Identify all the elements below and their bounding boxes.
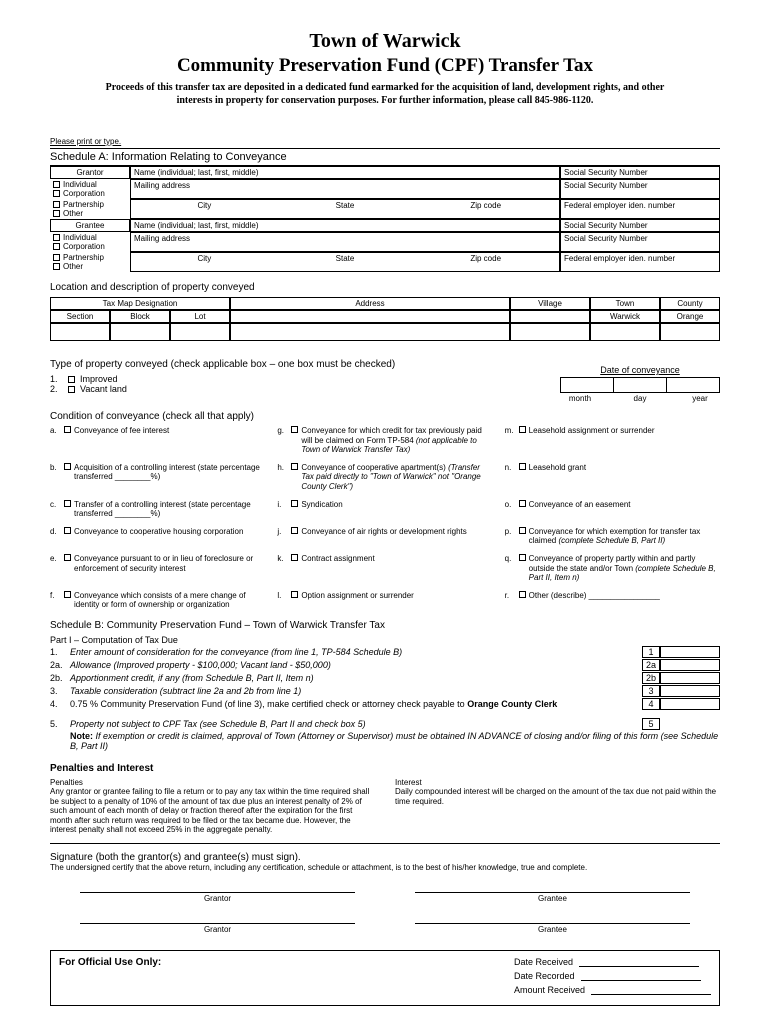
grantor-label: Grantor <box>50 166 130 179</box>
cond-title: Condition of conveyance (check all that … <box>50 411 720 422</box>
cond-n-cb[interactable] <box>519 463 526 470</box>
cond-f-cb[interactable] <box>64 591 71 598</box>
title-1: Town of Warwick <box>50 30 720 53</box>
vacant-cb[interactable] <box>68 386 75 393</box>
line3-field[interactable] <box>660 685 720 697</box>
grantor-mail-field[interactable]: Mailing address <box>130 179 560 199</box>
grantor-corp-label: Corporation <box>63 189 105 198</box>
cond-q-cb[interactable] <box>519 554 526 561</box>
grantor-individual-label: Individual <box>63 180 97 189</box>
grantor-sig-2[interactable]: Grantor <box>80 923 355 934</box>
date-conveyance-label: Date of conveyance <box>560 365 720 375</box>
date-received-field[interactable] <box>579 966 699 967</box>
village-field[interactable] <box>510 310 590 323</box>
grantor-ssn-2[interactable]: Social Security Number <box>560 179 720 199</box>
line2b-field[interactable] <box>660 672 720 684</box>
title-2: Community Preservation Fund (CPF) Transf… <box>50 55 720 77</box>
grantee-fein[interactable]: Federal employer iden. number <box>560 252 720 272</box>
cond-d-cb[interactable] <box>64 527 71 534</box>
block-field[interactable] <box>110 323 170 341</box>
grantor-individual-cb[interactable] <box>53 181 60 188</box>
grantor-partner-cb[interactable] <box>53 201 60 208</box>
grantee-partner-cb[interactable] <box>53 254 60 261</box>
grantor-city-row[interactable]: City State Zip code <box>130 199 560 219</box>
grantee-individual-cb[interactable] <box>53 234 60 241</box>
cond-r-cb[interactable] <box>519 591 526 598</box>
cond-p-cb[interactable] <box>519 527 526 534</box>
grantee-city-row[interactable]: City State Zip code <box>130 252 560 272</box>
grantor-fein[interactable]: Federal employer iden. number <box>560 199 720 219</box>
grantor-name-field[interactable]: Name (individual; last, first, middle) <box>130 166 560 179</box>
grantee-label: Grantee <box>50 219 130 232</box>
county-field: Orange <box>660 310 720 323</box>
grantee-other-cb[interactable] <box>53 263 60 270</box>
grantor-sig-1[interactable]: Grantor <box>80 892 355 903</box>
line4-field[interactable] <box>660 698 720 710</box>
pen-title: Penalties and Interest <box>50 763 720 774</box>
cond-o-cb[interactable] <box>519 500 526 507</box>
block-label: Block <box>110 310 170 323</box>
city-label: City <box>134 201 275 217</box>
town-label: Town <box>590 297 660 310</box>
cond-h-cb[interactable] <box>291 463 298 470</box>
cond-g-cb[interactable] <box>291 426 298 433</box>
cond-k-cb[interactable] <box>291 554 298 561</box>
grantor-other-label: Other <box>63 209 83 218</box>
state-label: State <box>275 201 416 217</box>
instructions: Please print or type. <box>50 137 720 146</box>
month-field[interactable] <box>561 378 614 392</box>
location-title: Location and description of property con… <box>50 282 720 293</box>
grantor-corp-cb[interactable] <box>53 190 60 197</box>
line2a-field[interactable] <box>660 659 720 671</box>
cond-i-cb[interactable] <box>291 500 298 507</box>
official-use-box: For Official Use Only: Date Received Dat… <box>50 950 720 1006</box>
interest-text: Daily compounded interest will be charge… <box>395 787 720 806</box>
grantee-ssn-2[interactable]: Social Security Number <box>560 232 720 252</box>
grantee-name-field[interactable]: Name (individual; last, first, middle) <box>130 219 560 232</box>
schedule-a-title: Schedule A: Information Relating to Conv… <box>50 148 720 166</box>
sig-sub: The undersigned certify that the above r… <box>50 863 720 872</box>
schedule-b-title: Schedule B: Community Preservation Fund … <box>50 620 720 631</box>
amount-received-field[interactable] <box>591 994 711 995</box>
proptype-title: Type of property conveyed (check applica… <box>50 359 560 370</box>
grantor-other-cb[interactable] <box>53 210 60 217</box>
zip-label: Zip code <box>415 201 556 217</box>
cond-e-cb[interactable] <box>64 554 71 561</box>
lot-field[interactable] <box>170 323 230 341</box>
county-label: County <box>660 297 720 310</box>
address-label: Address <box>230 297 510 310</box>
grantor-ssn-1[interactable]: Social Security Number <box>560 166 720 179</box>
cond-b-cb[interactable] <box>64 463 71 470</box>
grantor-partner-label: Partnership <box>63 200 104 209</box>
lot-label: Lot <box>170 310 230 323</box>
sig-title: Signature (both the grantor(s) and grant… <box>50 852 720 863</box>
subtitle: Proceeds of this transfer tax are deposi… <box>90 81 680 107</box>
cond-l-cb[interactable] <box>291 591 298 598</box>
penalties-head: Penalties <box>50 778 375 787</box>
penalties-text: Any grantor or grantee failing to file a… <box>50 787 375 835</box>
grantee-mail-field[interactable]: Mailing address <box>130 232 560 252</box>
line5-cb[interactable]: 5 <box>642 718 660 730</box>
cond-c-cb[interactable] <box>64 500 71 507</box>
interest-head: Interest <box>395 778 720 787</box>
grantee-corp-cb[interactable] <box>53 243 60 250</box>
grantee-ssn-1[interactable]: Social Security Number <box>560 219 720 232</box>
cond-m-cb[interactable] <box>519 426 526 433</box>
taxmap-label: Tax Map Designation <box>50 297 230 310</box>
cond-j-cb[interactable] <box>291 527 298 534</box>
line1-field[interactable] <box>660 646 720 658</box>
day-field[interactable] <box>614 378 667 392</box>
section-field[interactable] <box>50 323 110 341</box>
cond-a-cb[interactable] <box>64 426 71 433</box>
improved-cb[interactable] <box>68 376 75 383</box>
address-field[interactable] <box>230 310 510 323</box>
part1-title: Part I – Computation of Tax Due <box>50 635 720 645</box>
village-label: Village <box>510 297 590 310</box>
grantee-sig-1[interactable]: Grantee <box>415 892 690 903</box>
date-recorded-field[interactable] <box>581 980 701 981</box>
grantee-sig-2[interactable]: Grantee <box>415 923 690 934</box>
town-field: Warwick <box>590 310 660 323</box>
year-field[interactable] <box>667 378 719 392</box>
section-label: Section <box>50 310 110 323</box>
